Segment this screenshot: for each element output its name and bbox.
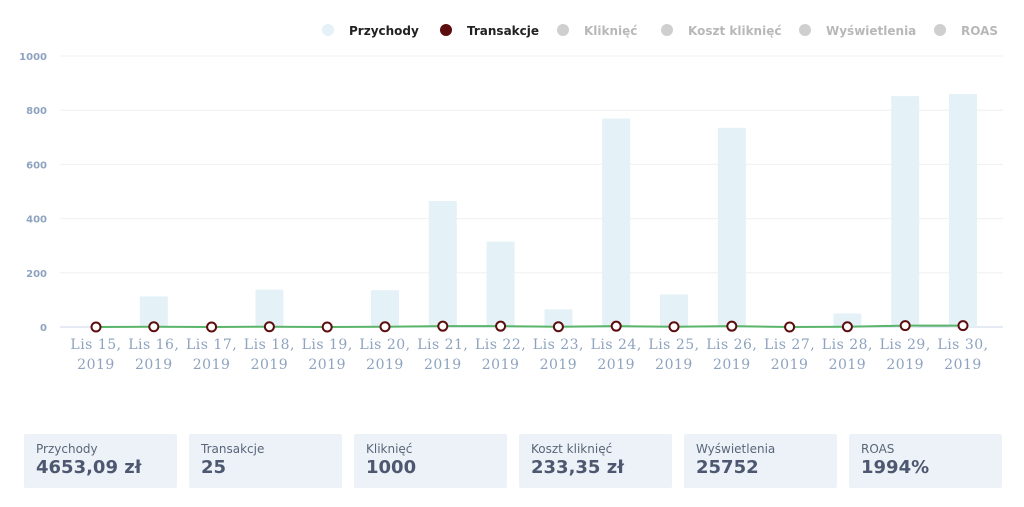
point-transakcje[interactable] bbox=[784, 321, 796, 333]
point-transakcje[interactable] bbox=[610, 320, 622, 332]
bar-przychody[interactable] bbox=[833, 313, 862, 327]
legend-dot-icon bbox=[661, 24, 673, 36]
bar-przychody[interactable] bbox=[486, 241, 515, 327]
legend-item-1[interactable]: Transakcje bbox=[440, 24, 539, 38]
point-transakcje[interactable] bbox=[321, 321, 333, 333]
legend-item-5[interactable]: ROAS bbox=[934, 24, 998, 38]
x-tick-label: Lis 21, 2019 bbox=[417, 337, 468, 373]
revenue-transactions-chart: Przychody Transakcje Kliknięć Koszt kliknię… bbox=[19, 24, 1003, 373]
y-tick-label: 400 bbox=[26, 215, 47, 226]
legend-label: Kliknięć bbox=[584, 24, 637, 38]
stat-value: 25 bbox=[201, 457, 227, 478]
x-tick-label: Lis 15, 2019 bbox=[70, 337, 121, 373]
y-tick-label: 800 bbox=[26, 106, 47, 117]
point-transakcje[interactable] bbox=[957, 320, 969, 332]
x-tick-label: Lis 30, 2019 bbox=[937, 337, 988, 373]
stat-card-clicks: Kliknięć 1000 bbox=[354, 434, 507, 488]
point-transakcje[interactable] bbox=[726, 320, 738, 332]
legend-dot-icon bbox=[934, 24, 946, 36]
point-transakcje[interactable] bbox=[90, 321, 102, 333]
stat-label: Kliknięć bbox=[366, 442, 413, 456]
legend-label: Transakcje bbox=[467, 24, 539, 38]
point-transakcje[interactable] bbox=[668, 321, 680, 333]
bar-przychody[interactable] bbox=[717, 127, 746, 327]
stat-value: 1000 bbox=[366, 457, 417, 478]
stat-label: Wyświetlenia bbox=[696, 442, 776, 456]
legend-item-2[interactable]: Kliknięć bbox=[557, 24, 637, 38]
legend-label: Przychody bbox=[349, 24, 419, 38]
point-transakcje[interactable] bbox=[552, 321, 564, 333]
x-tick-label: Lis 25, 2019 bbox=[648, 337, 699, 373]
x-tick-label: Lis 20, 2019 bbox=[359, 337, 410, 373]
x-tick-label: Lis 18, 2019 bbox=[244, 337, 295, 373]
x-tick-label: Lis 16, 2019 bbox=[128, 337, 179, 373]
point-transakcje[interactable] bbox=[206, 321, 218, 333]
point-transakcje[interactable] bbox=[379, 321, 391, 333]
bar-przychody[interactable] bbox=[949, 93, 977, 327]
legend-item-0[interactable]: Przychody bbox=[322, 24, 419, 38]
y-tick-label: 600 bbox=[26, 160, 47, 171]
line-transakcje bbox=[95, 324, 963, 329]
y-tick-label: 0 bbox=[40, 323, 47, 334]
x-tick-label: Lis 17, 2019 bbox=[186, 337, 237, 373]
legend-dot-icon bbox=[799, 24, 811, 36]
x-tick-label: Lis 27, 2019 bbox=[764, 337, 815, 373]
stat-value: 233,35 zł bbox=[531, 457, 624, 478]
x-tick-label: Lis 28, 2019 bbox=[822, 337, 873, 373]
stat-value: 1994% bbox=[861, 457, 930, 478]
stat-card-impressions: Wyświetlenia 25752 bbox=[684, 434, 837, 488]
point-transakcje[interactable] bbox=[263, 321, 275, 333]
stat-label: ROAS bbox=[861, 442, 895, 456]
legend-dot-icon bbox=[322, 24, 334, 36]
x-tick-label: Lis 26, 2019 bbox=[706, 337, 757, 373]
legend-label: Wyświetlenia bbox=[826, 24, 916, 38]
x-tick-label: Lis 23, 2019 bbox=[533, 337, 584, 373]
stats-summary: Przychody 4653,09 zł Transakcje 25 Klikn… bbox=[24, 434, 1002, 488]
legend-label: Koszt kliknięć bbox=[688, 24, 781, 38]
x-tick-label: Lis 19, 2019 bbox=[302, 337, 353, 373]
x-tick-label: Lis 24, 2019 bbox=[591, 337, 642, 373]
point-transakcje[interactable] bbox=[148, 321, 160, 333]
stat-value: 25752 bbox=[696, 457, 759, 478]
legend-dot-icon bbox=[557, 24, 569, 36]
legend-label: ROAS bbox=[961, 24, 998, 38]
stat-card-click-cost: Koszt kliknięć 233,35 zł bbox=[519, 434, 672, 488]
chart-container: Przychody Transakcje Kliknięć Koszt kliknię… bbox=[19, 24, 1003, 373]
stat-label: Przychody bbox=[36, 442, 98, 456]
legend-dot-icon bbox=[440, 24, 452, 36]
stat-label: Transakcje bbox=[201, 442, 265, 456]
point-transakcje[interactable] bbox=[437, 320, 449, 332]
legend-item-4[interactable]: Wyświetlenia bbox=[799, 24, 916, 38]
point-transakcje[interactable] bbox=[495, 320, 507, 332]
bar-przychody[interactable] bbox=[891, 96, 920, 327]
x-tick-label: Lis 22, 2019 bbox=[475, 337, 526, 373]
bar-przychody[interactable] bbox=[544, 309, 573, 327]
stat-label: Koszt kliknięć bbox=[531, 442, 613, 456]
legend-item-3[interactable]: Koszt kliknięć bbox=[661, 24, 781, 38]
x-tick-label: Lis 29, 2019 bbox=[880, 337, 931, 373]
bar-przychody[interactable] bbox=[255, 289, 284, 327]
bar-przychody[interactable] bbox=[428, 200, 457, 327]
stat-card-revenue: Przychody 4653,09 zł bbox=[24, 434, 177, 488]
y-tick-label: 1000 bbox=[19, 52, 47, 63]
stat-card-roas: ROAS 1994% bbox=[849, 434, 1002, 488]
stat-card-transactions: Transakcje 25 bbox=[189, 434, 342, 488]
bar-przychody[interactable] bbox=[371, 290, 399, 327]
bar-przychody[interactable] bbox=[602, 118, 631, 327]
point-transakcje[interactable] bbox=[841, 321, 853, 333]
point-transakcje[interactable] bbox=[899, 320, 911, 332]
y-tick-label: 200 bbox=[26, 269, 47, 280]
stat-value: 4653,09 zł bbox=[36, 457, 142, 478]
